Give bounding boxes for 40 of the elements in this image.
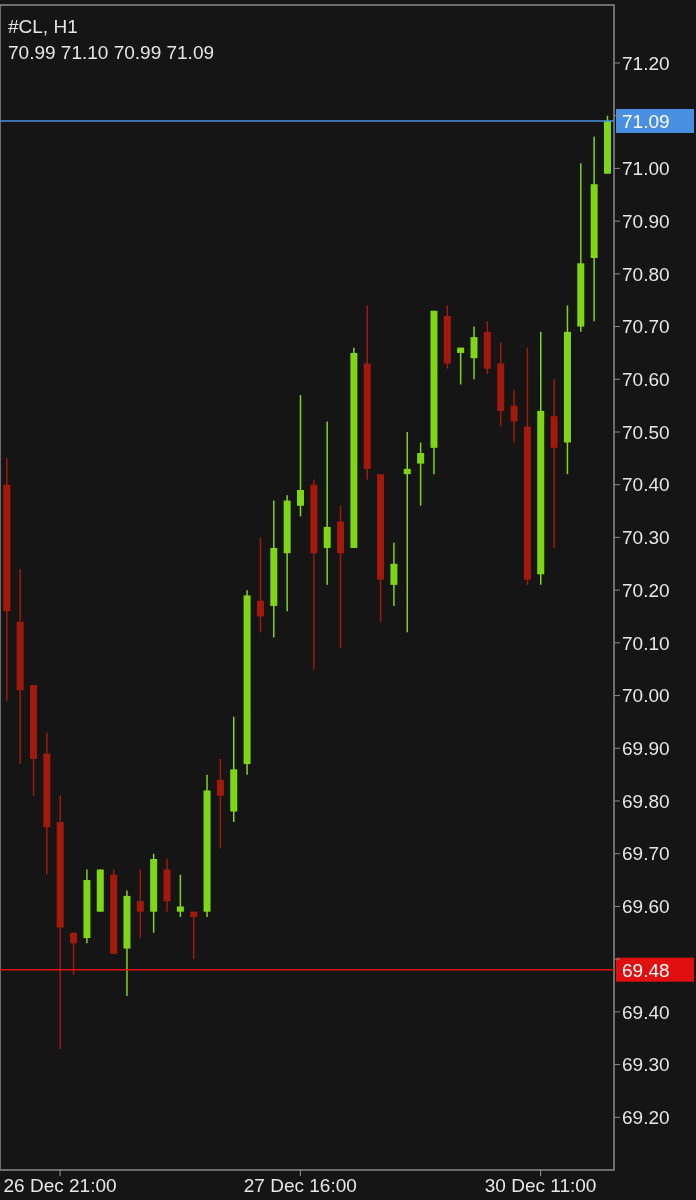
y-tick-label: 69.70 bbox=[622, 843, 670, 865]
candlestick bbox=[176, 874, 184, 918]
candlestick bbox=[470, 325, 478, 381]
text: 70.99 71.10 70.99 71.09 bbox=[8, 41, 215, 65]
y-tick-label: 69.20 bbox=[622, 1107, 670, 1129]
candlestick bbox=[417, 441, 425, 507]
y-tick-label: 70.70 bbox=[622, 316, 670, 338]
ref-line-label: 69.48 bbox=[622, 959, 670, 981]
candlestick bbox=[70, 932, 78, 976]
y-tick-label: 70.20 bbox=[622, 579, 670, 601]
y-tick-label: 69.30 bbox=[622, 1054, 670, 1076]
y-tick-label: 70.80 bbox=[622, 263, 670, 285]
y-tick-label: 69.40 bbox=[622, 1001, 670, 1023]
y-tick-label: 71.20 bbox=[622, 52, 670, 74]
y-tick-label: 70.00 bbox=[622, 685, 670, 707]
candlestick bbox=[390, 541, 398, 607]
candlestick bbox=[256, 536, 264, 634]
y-tick-label: 70.30 bbox=[622, 527, 670, 549]
y-tick-label: 70.90 bbox=[622, 210, 670, 232]
y-tick-label: 69.90 bbox=[622, 738, 670, 760]
y-tick-label: 69.60 bbox=[622, 896, 670, 918]
y-tick-label: 70.10 bbox=[622, 632, 670, 654]
y-tick-label: 70.40 bbox=[622, 474, 670, 496]
candlestick bbox=[136, 868, 144, 939]
x-tick-label: 26 Dec 21:00 bbox=[3, 1175, 117, 1196]
y-tick-label: 71.00 bbox=[622, 158, 670, 180]
candlestick bbox=[457, 346, 465, 386]
x-tick-label: 30 Dec 11:00 bbox=[484, 1175, 597, 1196]
candlestick bbox=[216, 758, 224, 850]
ref-line-label: 71.09 bbox=[622, 110, 670, 132]
y-tick-label: 69.80 bbox=[622, 790, 670, 812]
y-tick-label: 70.50 bbox=[622, 421, 670, 443]
y-tick-label: 70.60 bbox=[622, 369, 670, 391]
x-tick-label: 27 Dec 16:00 bbox=[243, 1175, 357, 1196]
candlestick bbox=[323, 420, 331, 586]
candlestick bbox=[510, 389, 518, 444]
candlestick bbox=[190, 910, 198, 960]
candlestick bbox=[403, 431, 411, 634]
text: #CL, H1 bbox=[8, 15, 79, 39]
candlestick bbox=[296, 394, 304, 518]
